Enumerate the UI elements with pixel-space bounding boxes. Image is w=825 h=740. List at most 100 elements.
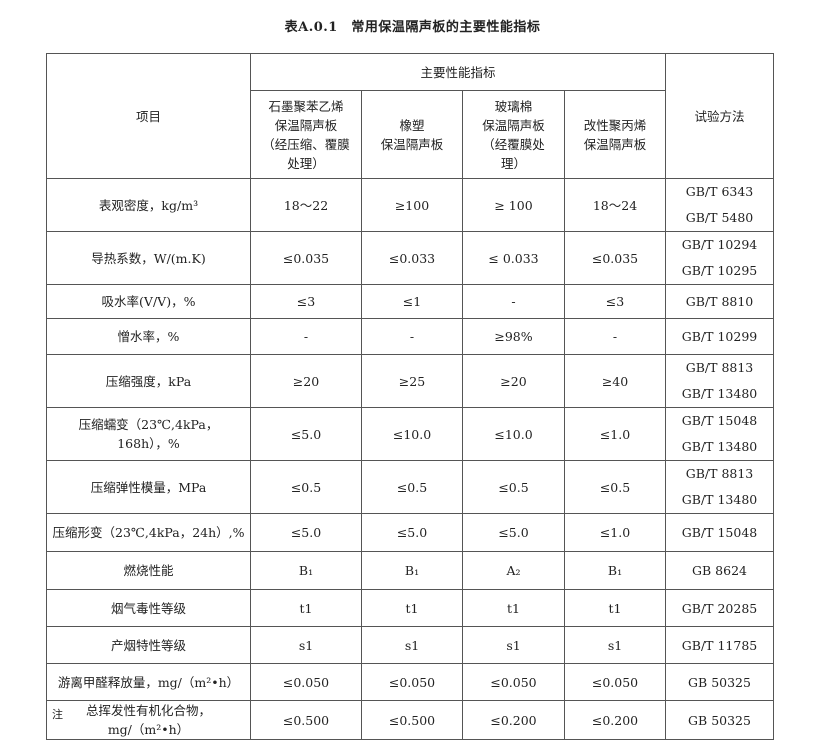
cell-line: GB/T 20285 xyxy=(681,600,758,616)
value-cell: ≤5.0 xyxy=(462,513,565,552)
value-cell: ≥ 100 xyxy=(462,178,565,232)
value-cell: ≤ 0.033 xyxy=(462,231,565,285)
item-cell: 产烟特性等级 xyxy=(46,626,251,664)
value-cell: s1 xyxy=(462,626,565,664)
cell-line: GB/T 15048 xyxy=(681,525,758,540)
method-cell: GB/T 8813 GB/T 13480 xyxy=(665,354,775,408)
method-cell: GB/T 15048 GB/T 13480 xyxy=(665,407,775,461)
value-cell: ≤0.035 xyxy=(250,231,362,285)
table-row: 总挥发性有机化合物， mg/（m²•h） ≤0.500 ≤0.500 ≤0.200 ≤0.… xyxy=(46,700,775,740)
cell-line: 游离甲醛释放量，mg/（m²•h） xyxy=(57,674,240,690)
cell-line: GB/T 10295 xyxy=(681,263,758,278)
value-cell: ≤0.200 xyxy=(563,700,667,740)
cell-line: 橡塑 xyxy=(399,117,425,133)
value-cell: ≥25 xyxy=(361,354,463,408)
cell-line: GB 50325 xyxy=(688,712,751,728)
cell-line: GB 50325 xyxy=(688,674,751,690)
value-cell: ≥100 xyxy=(361,178,463,232)
value-cell: t1 xyxy=(462,589,565,627)
header-row: 项目 主要性能指标 试验方法 xyxy=(46,53,775,179)
cell-line: 改性聚丙烯 xyxy=(583,117,647,133)
item-cell: 压缩强度，kPa xyxy=(46,354,251,408)
cell-line: GB/T 10299 xyxy=(681,329,758,344)
cell-line: 保温隔声板 xyxy=(583,136,647,152)
cell-line: 玻璃棉 xyxy=(494,98,533,114)
item-cell: 总挥发性有机化合物， mg/（m²•h） xyxy=(46,700,251,740)
value-cell: ≤3 xyxy=(563,284,667,319)
value-cell: ≤10.0 xyxy=(462,407,565,461)
value-cell: - xyxy=(361,318,463,355)
header-item: 项目 xyxy=(46,53,251,179)
cell-line: 石墨聚苯乙烯 xyxy=(268,98,344,114)
cell-line: GB/T 8813 xyxy=(685,466,754,481)
cell-line: GB/T 13480 xyxy=(681,439,758,454)
material-header-row: 石墨聚苯乙烯 保温隔声板 （经压缩、覆膜 处理） 橡塑 保温隔声板 玻璃棉 保温隔声板 （经覆膜… xyxy=(47,90,774,179)
cell-line: GB/T 8810 xyxy=(685,294,754,309)
value-cell: ≤1 xyxy=(361,284,463,319)
item-cell: 燃烧性能 xyxy=(46,551,251,590)
value-cell: ≤0.500 xyxy=(250,700,362,740)
table-row: 导热系数，W/(m.K) ≤0.035 ≤0.033 ≤ 0.033 ≤0.035 GB/… xyxy=(46,231,775,285)
value-cell: ≤5.0 xyxy=(361,513,463,552)
value-cell: s1 xyxy=(563,626,667,664)
table-row: 产烟特性等级 s1 s1 s1 s1 GB/T 11785 xyxy=(46,626,775,664)
table-row: 燃烧性能 B₁ B₁ A₂ B₁ GB 8624 xyxy=(46,551,775,590)
value-cell: - xyxy=(462,284,565,319)
table-row: 压缩强度，kPa ≥20 ≥25 ≥20 ≥40 GB/T 8813 GB/T 13480 xyxy=(46,354,775,408)
method-cell: GB/T 10294 GB/T 10295 xyxy=(665,231,775,285)
cell-line: GB/T 6343 xyxy=(685,184,754,199)
cell-line: 吸水率(V/V)，% xyxy=(101,294,196,309)
value-cell: - xyxy=(250,318,362,355)
method-cell: GB/T 8810 xyxy=(665,284,775,319)
method-cell: GB/T 11785 xyxy=(665,626,775,664)
table-row: 表观密度，kg/m³ 18～22 ≥100 ≥ 100 18～24 GB/T 6343 GB… xyxy=(46,178,775,232)
item-cell: 游离甲醛释放量，mg/（m²•h） xyxy=(46,663,251,701)
table-row: 烟气毒性等级 t1 t1 t1 t1 GB/T 20285 xyxy=(46,589,775,627)
value-cell: t1 xyxy=(250,589,362,627)
value-cell: t1 xyxy=(361,589,463,627)
cell-line: 保温隔声板 xyxy=(482,117,545,133)
table-row: 憎水率，% - - ≥98% - GB/T 10299 xyxy=(46,318,775,355)
item-cell: 导热系数，W/(m.K) xyxy=(46,231,251,285)
cell-line: 压缩蠕变（23℃,4kPa， xyxy=(78,417,219,432)
item-cell: 烟气毒性等级 xyxy=(46,589,251,627)
value-cell: ≤0.050 xyxy=(250,663,362,701)
performance-table: 项目 主要性能指标 试验方法 石墨聚苯乙烯 保温隔声板 （经压缩、覆膜 处理） 橡塑 保温… xyxy=(46,53,775,740)
method-cell: GB/T 6343 GB/T 5480 xyxy=(665,178,775,232)
method-cell: GB 50325 xyxy=(665,700,775,740)
value-cell: s1 xyxy=(361,626,463,664)
value-cell: B₁ xyxy=(563,551,667,590)
table-row: 压缩形变（23℃,4kPa，24h）,% ≤5.0 ≤5.0 ≤5.0 ≤1.0 GB/T… xyxy=(46,513,775,552)
value-cell: ≤0.200 xyxy=(462,700,565,740)
cell-line: 总挥发性有机化合物， xyxy=(85,703,211,718)
method-cell: GB 8624 xyxy=(665,551,775,590)
value-cell: ≤0.500 xyxy=(361,700,463,740)
value-cell: ≤0.5 xyxy=(462,460,565,514)
item-cell: 压缩形变（23℃,4kPa，24h）,% xyxy=(46,513,251,552)
cell-line: 压缩弹性模量，MPa xyxy=(90,479,207,495)
value-cell: B₁ xyxy=(250,551,362,590)
cell-line: 烟气毒性等级 xyxy=(110,600,186,616)
method-cell: GB/T 20285 xyxy=(665,589,775,627)
cell-line: mg/（m²•h） xyxy=(107,722,190,737)
value-cell: A₂ xyxy=(462,551,565,590)
value-cell: ≥20 xyxy=(250,354,362,408)
method-cell: GB/T 8813 GB/T 13480 xyxy=(665,460,775,514)
cell-line: 表观密度，kg/m³ xyxy=(98,197,199,213)
table-row: 压缩弹性模量，MPa ≤0.5 ≤0.5 ≤0.5 ≤0.5 GB/T 8813 GB/T … xyxy=(46,460,775,514)
value-cell: ≤0.050 xyxy=(563,663,667,701)
cell-line: 憎水率，% xyxy=(117,329,180,344)
value-cell: - xyxy=(563,318,667,355)
material-header: 石墨聚苯乙烯 保温隔声板 （经压缩、覆膜 处理） xyxy=(250,90,362,179)
cell-line: GB/T 5480 xyxy=(685,210,754,225)
cell-line: （经压缩、覆膜 xyxy=(262,136,350,152)
table-row: 吸水率(V/V)，% ≤3 ≤1- ≤3 GB/T 8810 xyxy=(46,284,775,319)
item-cell: 压缩蠕变（23℃,4kPa， 168h），% xyxy=(46,407,251,461)
value-cell: ≤0.035 xyxy=(563,231,667,285)
material-header: 玻璃棉 保温隔声板 （经覆膜处 理） xyxy=(462,90,565,179)
item-cell: 压缩弹性模量，MPa xyxy=(46,460,251,514)
table-title: 表A.0.1 常用保温隔声板的主要性能指标 xyxy=(284,20,541,35)
value-cell: ≤0.033 xyxy=(361,231,463,285)
value-cell: s1 xyxy=(250,626,362,664)
cell-line: 压缩强度，kPa xyxy=(105,373,192,389)
